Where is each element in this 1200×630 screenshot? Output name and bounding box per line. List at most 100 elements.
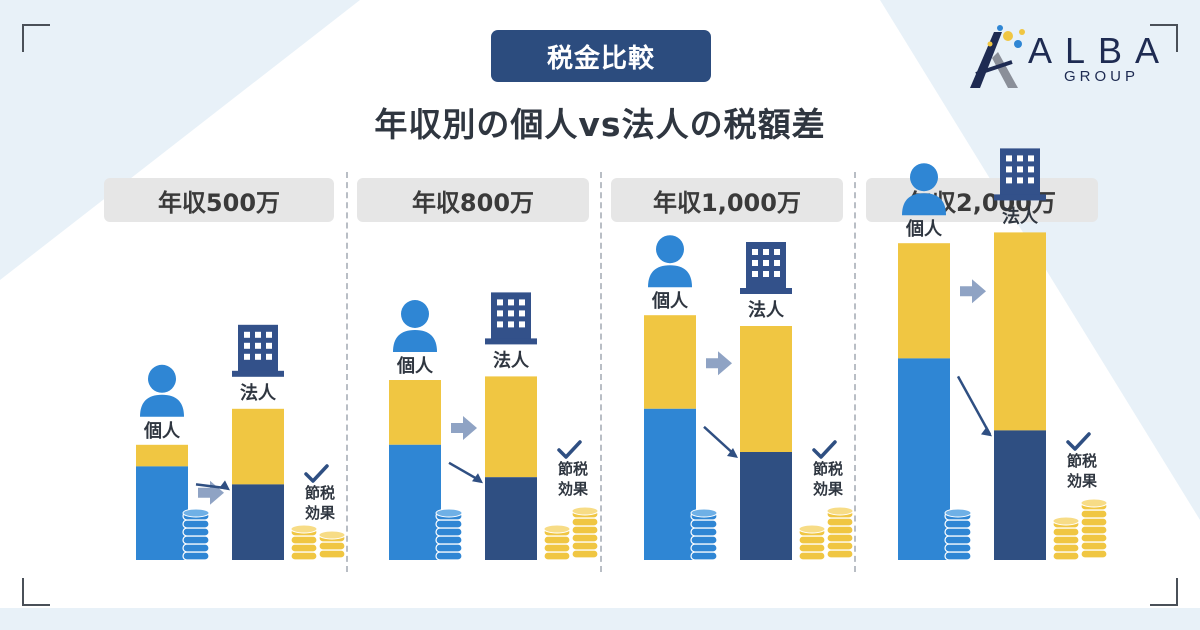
checkmark-icon xyxy=(557,440,582,459)
building-window xyxy=(255,331,261,338)
building-window xyxy=(255,353,261,360)
coin-top xyxy=(571,506,599,516)
person-head xyxy=(656,235,684,264)
coin-stack-icon xyxy=(826,506,854,559)
saving-label: 節税 xyxy=(305,484,335,502)
coin xyxy=(318,549,346,559)
building-window xyxy=(508,310,514,317)
building-window xyxy=(752,260,758,266)
coin xyxy=(571,541,599,551)
category-label: 年収800万 xyxy=(357,178,589,222)
coin xyxy=(571,517,599,527)
building-base xyxy=(232,370,284,377)
building-window xyxy=(752,271,758,277)
corner-frame-bottom-left xyxy=(22,578,50,606)
coin xyxy=(690,519,718,529)
coin xyxy=(826,525,854,535)
building-icon xyxy=(994,148,1046,201)
coin-stack-icon-blue xyxy=(182,508,210,561)
building-icon xyxy=(740,242,792,294)
corporate-label: 法人 xyxy=(493,349,530,371)
building-base xyxy=(485,338,537,345)
coin xyxy=(182,551,210,561)
building-window xyxy=(519,299,525,306)
saving-label: 節税 xyxy=(813,460,843,478)
building-window xyxy=(763,271,769,277)
coin xyxy=(543,535,571,545)
person-icon xyxy=(393,300,437,352)
bar-individual-lower xyxy=(898,358,950,560)
arrow-diagonal-icon xyxy=(956,375,992,436)
individual-label: 個人 xyxy=(651,291,689,312)
coin-top xyxy=(690,508,718,518)
building-window xyxy=(1017,177,1023,184)
building-window xyxy=(508,321,514,328)
coin xyxy=(435,543,463,553)
logo-subtext: GROUP xyxy=(1064,68,1140,85)
coin xyxy=(826,517,854,527)
bar-individual-upper xyxy=(644,315,696,409)
building-window xyxy=(266,342,272,349)
corner-frame-top-left xyxy=(22,24,50,52)
building-window xyxy=(763,249,769,255)
arrow-right-icon xyxy=(198,480,224,505)
coin xyxy=(798,543,826,553)
saving-label: 効果 xyxy=(1067,472,1098,490)
bar-individual-upper xyxy=(136,444,188,467)
coin xyxy=(182,519,210,529)
coin-top xyxy=(944,508,972,518)
coin xyxy=(571,549,599,559)
bar-individual-upper xyxy=(898,243,950,359)
building-window xyxy=(774,260,780,266)
alba-group-logo: ALBA GROUP xyxy=(958,18,1178,98)
building-window xyxy=(1028,177,1034,184)
coin xyxy=(290,543,318,553)
coin xyxy=(826,549,854,559)
bar-individual-lower xyxy=(644,408,696,560)
coin xyxy=(944,543,972,553)
corporate-label: 法人 xyxy=(748,299,785,321)
building-base xyxy=(740,288,792,294)
coin-stack-icon xyxy=(1052,516,1080,561)
coin xyxy=(1080,525,1108,535)
coin xyxy=(944,551,972,561)
bar-corporate-upper xyxy=(740,326,792,452)
building-window xyxy=(1028,166,1034,173)
coin xyxy=(1080,517,1108,527)
building-window xyxy=(1006,155,1012,162)
corporate-label: 法人 xyxy=(240,382,277,404)
coin xyxy=(1080,541,1108,551)
building-window xyxy=(244,342,250,349)
coin xyxy=(1080,549,1108,559)
bar-corporate-lower xyxy=(485,477,537,560)
coin xyxy=(690,535,718,545)
building-window xyxy=(1017,166,1023,173)
building-window xyxy=(1006,177,1012,184)
saving-label: 節税 xyxy=(1067,452,1097,470)
arrow-right-icon xyxy=(960,279,986,304)
person-body xyxy=(648,265,692,288)
page-title: 年収別の個人vs法人の税額差 xyxy=(374,105,826,144)
arrow-diagonal-head xyxy=(219,480,230,491)
coin xyxy=(182,527,210,537)
bar-individual-lower xyxy=(389,444,441,560)
building-window xyxy=(774,271,780,277)
building-window xyxy=(497,321,503,328)
individual-label: 個人 xyxy=(143,421,181,442)
building-window xyxy=(255,342,261,349)
bar-corporate-lower xyxy=(994,430,1046,560)
building-window xyxy=(1028,155,1034,162)
coin xyxy=(1080,533,1108,543)
building-window xyxy=(1006,166,1012,173)
arrow-right-icon xyxy=(451,416,477,440)
bar-corporate-lower xyxy=(232,484,284,560)
panel-divider xyxy=(600,172,602,572)
person-body xyxy=(140,394,184,417)
bar-corporate-lower xyxy=(740,452,792,560)
coin-top xyxy=(543,524,571,534)
bar-corporate-upper xyxy=(485,376,537,478)
building-icon xyxy=(232,324,284,377)
coin xyxy=(1052,535,1080,545)
coin xyxy=(690,527,718,537)
saving-label: 節税 xyxy=(558,460,588,478)
